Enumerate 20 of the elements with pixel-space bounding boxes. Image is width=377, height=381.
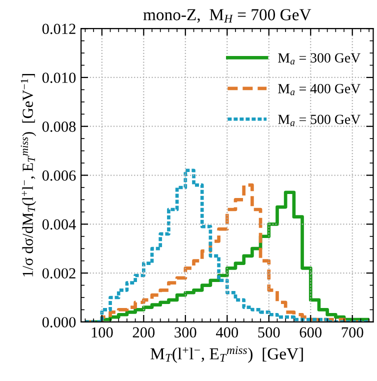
y-tick-label: 0.010	[42, 72, 76, 83]
y-tick-label: 0.004	[42, 219, 76, 230]
text: M$_{T}$(l$^{+}$l$^{−}$, E$_{T}$$^{miss}$) [GeV]	[150, 346, 303, 363]
legend-label: M$_{a}$ = 400 GeV	[278, 84, 360, 96]
x-tick-label: 200	[132, 327, 155, 338]
x-tick-label: 300	[174, 327, 196, 338]
x-tick-label: 100	[92, 327, 113, 338]
x-tick-label: 600	[300, 327, 322, 338]
y-tick-label: 0.006	[42, 170, 76, 181]
y-tick-label: 0.000	[42, 317, 76, 328]
x-tick-label: 500	[258, 327, 280, 338]
y-tick-label: 0.008	[42, 122, 76, 132]
legend-label: M$_{a}$ = 300 GeV	[278, 53, 360, 64]
legend-label: M$_{a}$ = 500 GeV	[278, 114, 360, 126]
y-tick-label: 0.012	[42, 24, 76, 34]
text: 1/σ dσ/dM$_{T}$(l$^{+}$l$^{−}$, E$_{T}$$^{miss}$) [GeV$^{−1}$]	[20, 74, 36, 276]
x-tick-label: 400	[216, 327, 238, 338]
x-tick-label: 700	[342, 327, 364, 338]
y-tick-label: 0.002	[42, 268, 76, 279]
chart-title: mono-Z, M$_{H}$ = 700 GeV	[143, 9, 312, 23]
